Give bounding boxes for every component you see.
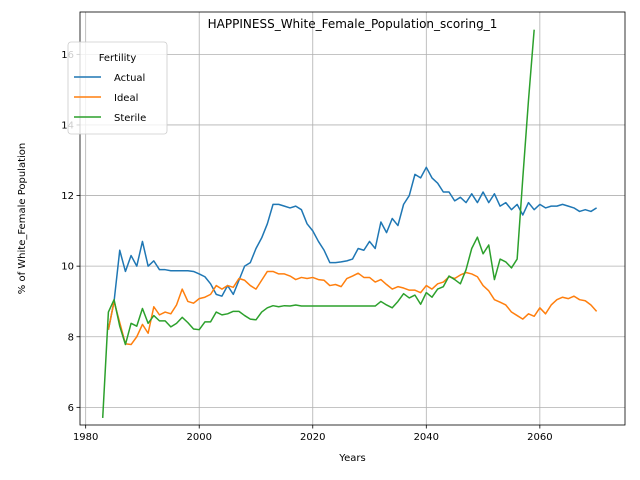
legend-items: Actual Ideal Sterile (74, 73, 146, 124)
x-tick-label: 1980 (73, 432, 98, 443)
plot-area-frame (79, 11, 626, 426)
chart-title: HAPPINESS_White_Female_Population_scorin… (208, 17, 498, 31)
y-tick-label: 12 (61, 191, 74, 202)
legend-label-actual: Actual (114, 73, 145, 84)
grid (80, 12, 625, 425)
x-tick-label: 2040 (414, 432, 439, 443)
legend-title: Fertility (99, 53, 137, 64)
legend-label-sterile: Sterile (114, 113, 146, 124)
y-tick-label: 8 (68, 332, 74, 343)
y-tick-label: 6 (68, 403, 74, 414)
series-line-sterile (101, 29, 535, 418)
x-axis-label: Years (338, 453, 365, 464)
x-tick-label: 2020 (300, 432, 325, 443)
y-tick-label: 10 (61, 262, 74, 273)
legend-box (67, 41, 168, 135)
legend: Fertility Actual Ideal Sterile (67, 41, 168, 135)
x-tick-label: 2000 (186, 432, 211, 443)
series-line-actual (107, 166, 598, 330)
y-axis-label: % of White_Female Population (17, 143, 28, 294)
series-line-ideal (107, 270, 598, 346)
series-lines (101, 29, 598, 418)
legend-label-ideal: Ideal (114, 93, 138, 104)
x-tick-label: 2060 (527, 432, 552, 443)
